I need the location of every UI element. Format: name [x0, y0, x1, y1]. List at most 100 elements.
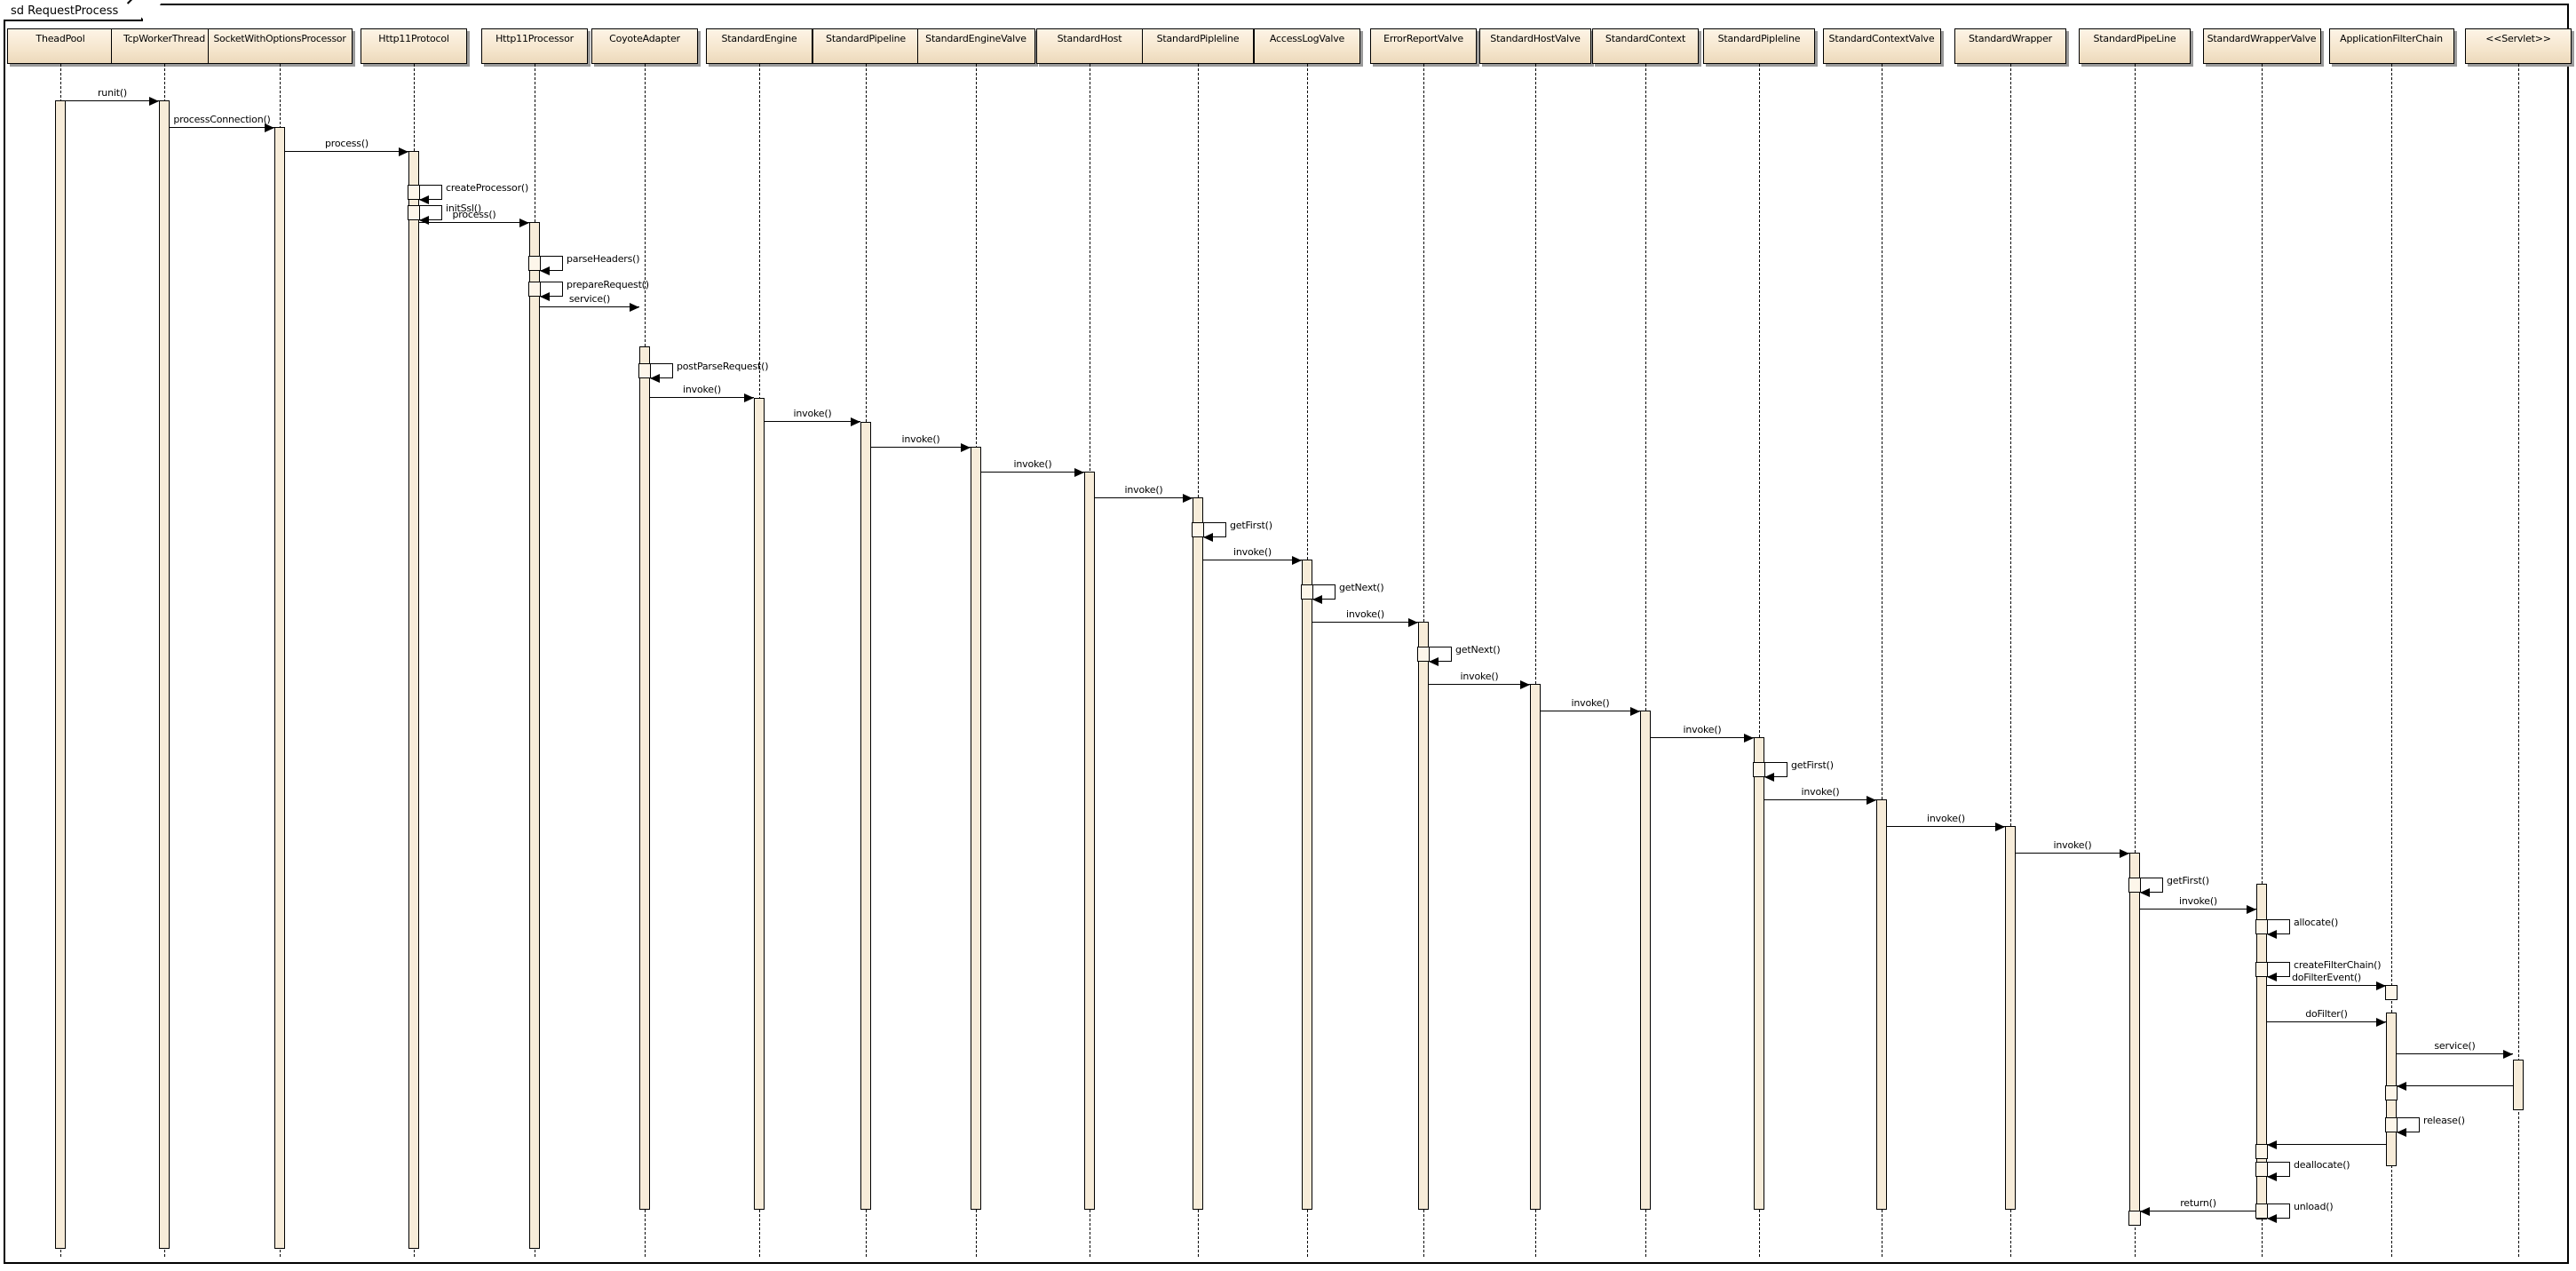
self-message-arrowhead-23 — [1764, 773, 1774, 782]
lifeline-head-coyoteadapter[interactable]: CoyoteAdapter — [591, 28, 698, 64]
lifeline-head-threadpool[interactable]: TheadPool — [7, 28, 114, 64]
lifeline-label: TcpWorkerThread — [123, 33, 206, 44]
message-arrowhead-31 — [2376, 981, 2386, 990]
activation-bar-standardcontext — [1640, 711, 1651, 1210]
self-message-bracket-9[interactable] — [650, 363, 673, 378]
self-message-bracket-19[interactable] — [1429, 647, 1452, 662]
lifeline-head-applicationfilterchain[interactable]: ApplicationFilterChain — [2328, 28, 2454, 64]
activation-bar-http11processor — [529, 222, 540, 1249]
lifeline-head-standardpipleline3[interactable]: StandardPipleline — [1703, 28, 1815, 64]
lifeline-head-standardpipeline4[interactable]: StandardPipeLine — [2079, 28, 2191, 64]
message-arrowhead-18 — [1408, 618, 1418, 627]
self-message-bracket-6[interactable] — [540, 256, 563, 271]
lifeline-head-standardcontextvalve[interactable]: StandardContextValve — [1822, 28, 1941, 64]
self-message-label-17: getNext() — [1339, 582, 1384, 593]
lifeline-head-http11processor[interactable]: Http11Processor — [481, 28, 588, 64]
message-line-26[interactable] — [2016, 853, 2129, 854]
self-message-bracket-23[interactable] — [1764, 762, 1787, 777]
self-message-arrowhead-6 — [540, 266, 550, 275]
self-message-bracket-29[interactable] — [2267, 919, 2290, 934]
message-arrowhead-24 — [1867, 796, 1876, 805]
lifeline-label: StandardPipleline — [1156, 33, 1240, 44]
message-line-18[interactable] — [1312, 622, 1418, 623]
message-arrowhead-8 — [630, 303, 639, 312]
lifeline-head-standardhost[interactable]: StandardHost — [1036, 28, 1143, 64]
message-line-25[interactable] — [1887, 826, 2005, 827]
activation-bar-errorreportvalve — [1418, 622, 1429, 1210]
lifeline-label: StandardHostValve — [1490, 33, 1581, 44]
activation-bar-threadpool — [55, 100, 66, 1249]
lifeline-label: ErrorReportValve — [1383, 33, 1463, 44]
self-message-label-7: prepareRequest() — [567, 279, 649, 290]
nested-activation-http11processor — [528, 282, 541, 297]
message-arrowhead-26 — [2120, 849, 2129, 858]
message-line-36[interactable] — [2267, 1144, 2386, 1145]
message-arrowhead-11 — [851, 417, 860, 426]
message-line-14[interactable] — [1095, 497, 1193, 498]
message-line-10[interactable] — [650, 397, 754, 398]
lifeline-head-socketprocessor[interactable]: SocketWithOptionsProcessor — [207, 28, 353, 64]
self-message-label-19: getNext() — [1455, 644, 1501, 655]
message-line-11[interactable] — [765, 421, 860, 422]
message-line-32[interactable] — [2267, 1021, 2386, 1022]
lifeline-head-standardpipeline1[interactable]: StandardPipeline — [812, 28, 919, 64]
self-message-bracket-37[interactable] — [2267, 1162, 2290, 1177]
lifeline-head-standardwrappervalve[interactable]: StandardWrapperValve — [2202, 28, 2321, 64]
lifeline-head-accesslogvalve[interactable]: AccessLogValve — [1254, 28, 1360, 64]
self-message-bracket-35[interactable] — [2397, 1117, 2420, 1132]
activation-bar-standardpipeline1 — [860, 422, 871, 1210]
message-line-34[interactable] — [2397, 1085, 2513, 1086]
message-line-1[interactable] — [170, 127, 274, 128]
self-message-label-29: allocate() — [2294, 917, 2339, 928]
message-line-12[interactable] — [871, 447, 971, 448]
message-arrowhead-32 — [2376, 1018, 2386, 1027]
lifeline-head-errorreportvalve[interactable]: ErrorReportValve — [1370, 28, 1477, 64]
message-line-13[interactable] — [981, 472, 1084, 473]
self-message-bracket-7[interactable] — [540, 282, 563, 297]
lifeline-head-http11protocol[interactable]: Http11Protocol — [361, 28, 467, 64]
lifeline-head-standardpipleline2[interactable]: StandardPipleline — [1142, 28, 1254, 64]
message-arrowhead-16 — [1292, 556, 1302, 565]
self-message-bracket-38[interactable] — [2267, 1203, 2290, 1219]
lifeline-head-standardengine[interactable]: StandardEngine — [706, 28, 812, 64]
lifeline-head-tcpworkerthread[interactable]: TcpWorkerThread — [111, 28, 218, 64]
self-message-bracket-4[interactable] — [419, 205, 442, 220]
self-message-bracket-27[interactable] — [2140, 878, 2163, 893]
message-label-31: doFilterEvent() — [2291, 972, 2362, 983]
message-line-28[interactable] — [2140, 909, 2256, 910]
lifeline-label: Http11Processor — [495, 33, 574, 44]
self-message-bracket-15[interactable] — [1203, 522, 1226, 537]
activation-bar-accesslogvalve — [1302, 560, 1312, 1210]
self-message-bracket-17[interactable] — [1312, 584, 1336, 600]
nested-activation-applicationfilterchain — [2385, 1085, 2398, 1100]
message-line-33[interactable] — [2397, 1053, 2513, 1054]
message-arrowhead-1 — [265, 123, 274, 132]
self-message-bracket-3[interactable] — [419, 185, 442, 200]
message-line-22[interactable] — [1651, 737, 1754, 738]
self-message-arrowhead-3 — [419, 195, 429, 204]
lifeline-head-standardwrapper[interactable]: StandardWrapper — [1954, 28, 2066, 64]
message-line-24[interactable] — [1764, 799, 1876, 800]
self-message-label-3: createProcessor() — [446, 182, 529, 194]
lifeline-label: StandardPipleline — [1717, 33, 1801, 44]
self-message-bracket-30[interactable] — [2267, 962, 2290, 977]
message-line-8[interactable] — [540, 306, 639, 307]
lifeline-head-standardenginevalve[interactable]: StandardEngineValve — [916, 28, 1035, 64]
message-arrowhead-39 — [2140, 1207, 2150, 1216]
self-message-arrowhead-4 — [419, 216, 429, 225]
self-message-label-30: createFilterChain() — [2294, 959, 2382, 971]
message-line-5[interactable] — [419, 222, 529, 223]
lifeline-standardhostvalve — [1535, 64, 1536, 1257]
message-line-0[interactable] — [66, 100, 159, 101]
activation-bar-standardengine — [754, 398, 765, 1210]
message-label-13: invoke() — [1013, 458, 1052, 470]
activation-bar-coyoteadapter — [639, 346, 650, 1210]
message-label-28: invoke() — [2179, 895, 2217, 907]
lifeline-label: StandardEngineValve — [925, 33, 1026, 44]
message-line-2[interactable] — [285, 151, 408, 152]
message-line-20[interactable] — [1429, 684, 1530, 685]
message-line-31[interactable] — [2267, 985, 2386, 986]
lifeline-head-servlet[interactable]: <<Servlet>> — [2465, 28, 2572, 64]
lifeline-head-standardhostvalve[interactable]: StandardHostValve — [1479, 28, 1591, 64]
lifeline-head-standardcontext[interactable]: StandardContext — [1592, 28, 1699, 64]
